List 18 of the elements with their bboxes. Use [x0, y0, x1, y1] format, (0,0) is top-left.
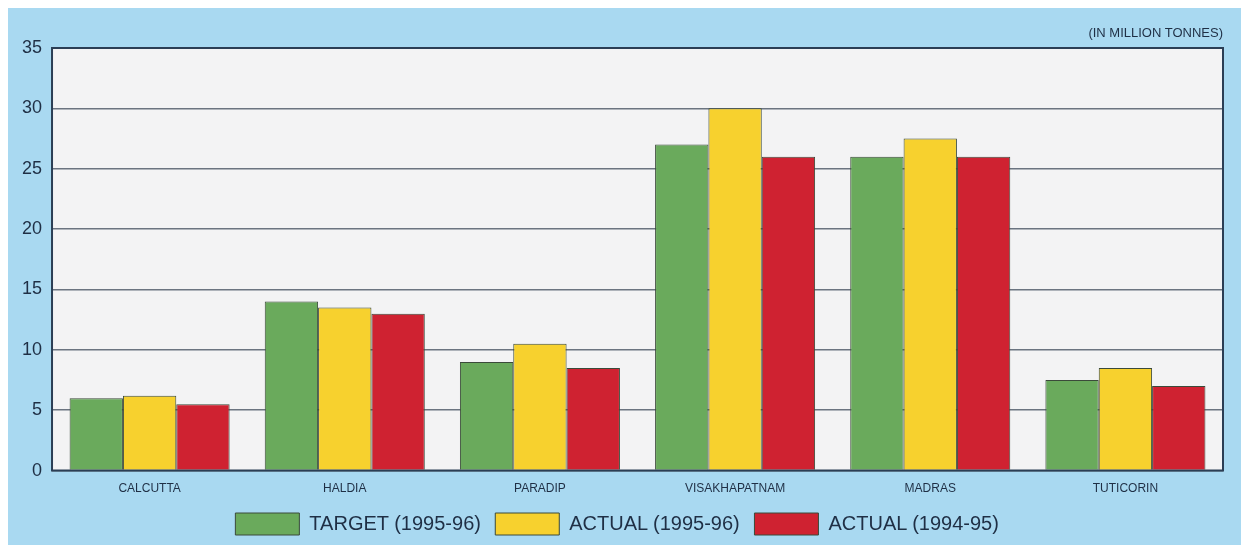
y-tick-label: 35	[21, 36, 43, 57]
legend-label: ACTUAL (1994-95)	[828, 511, 999, 534]
y-axis-title: (IN MILLION TONNES)	[1088, 25, 1223, 41]
x-tick-label: HALDIA	[323, 481, 367, 496]
y-tick-label: 15	[21, 278, 43, 299]
legend-label: ACTUAL (1995-96)	[569, 511, 740, 534]
y-tick-label: 20	[21, 218, 43, 239]
x-tick-label: VISAKHAPATNAM	[684, 481, 786, 496]
x-tick-label: PARADIP	[514, 481, 566, 496]
x-tick-label: TUTICORIN	[1092, 481, 1159, 496]
y-tick-label: 0	[32, 459, 43, 480]
y-tick-label: 10	[21, 338, 43, 359]
legend-label: TARGET (1995-96)	[309, 511, 481, 534]
y-tick-label: 5	[32, 399, 43, 420]
x-tick-label: MADRAS	[904, 481, 956, 496]
y-tick-label: 30	[21, 97, 43, 118]
x-tick-label: CALCUTTA	[118, 481, 181, 496]
y-tick-label: 25	[21, 157, 43, 178]
